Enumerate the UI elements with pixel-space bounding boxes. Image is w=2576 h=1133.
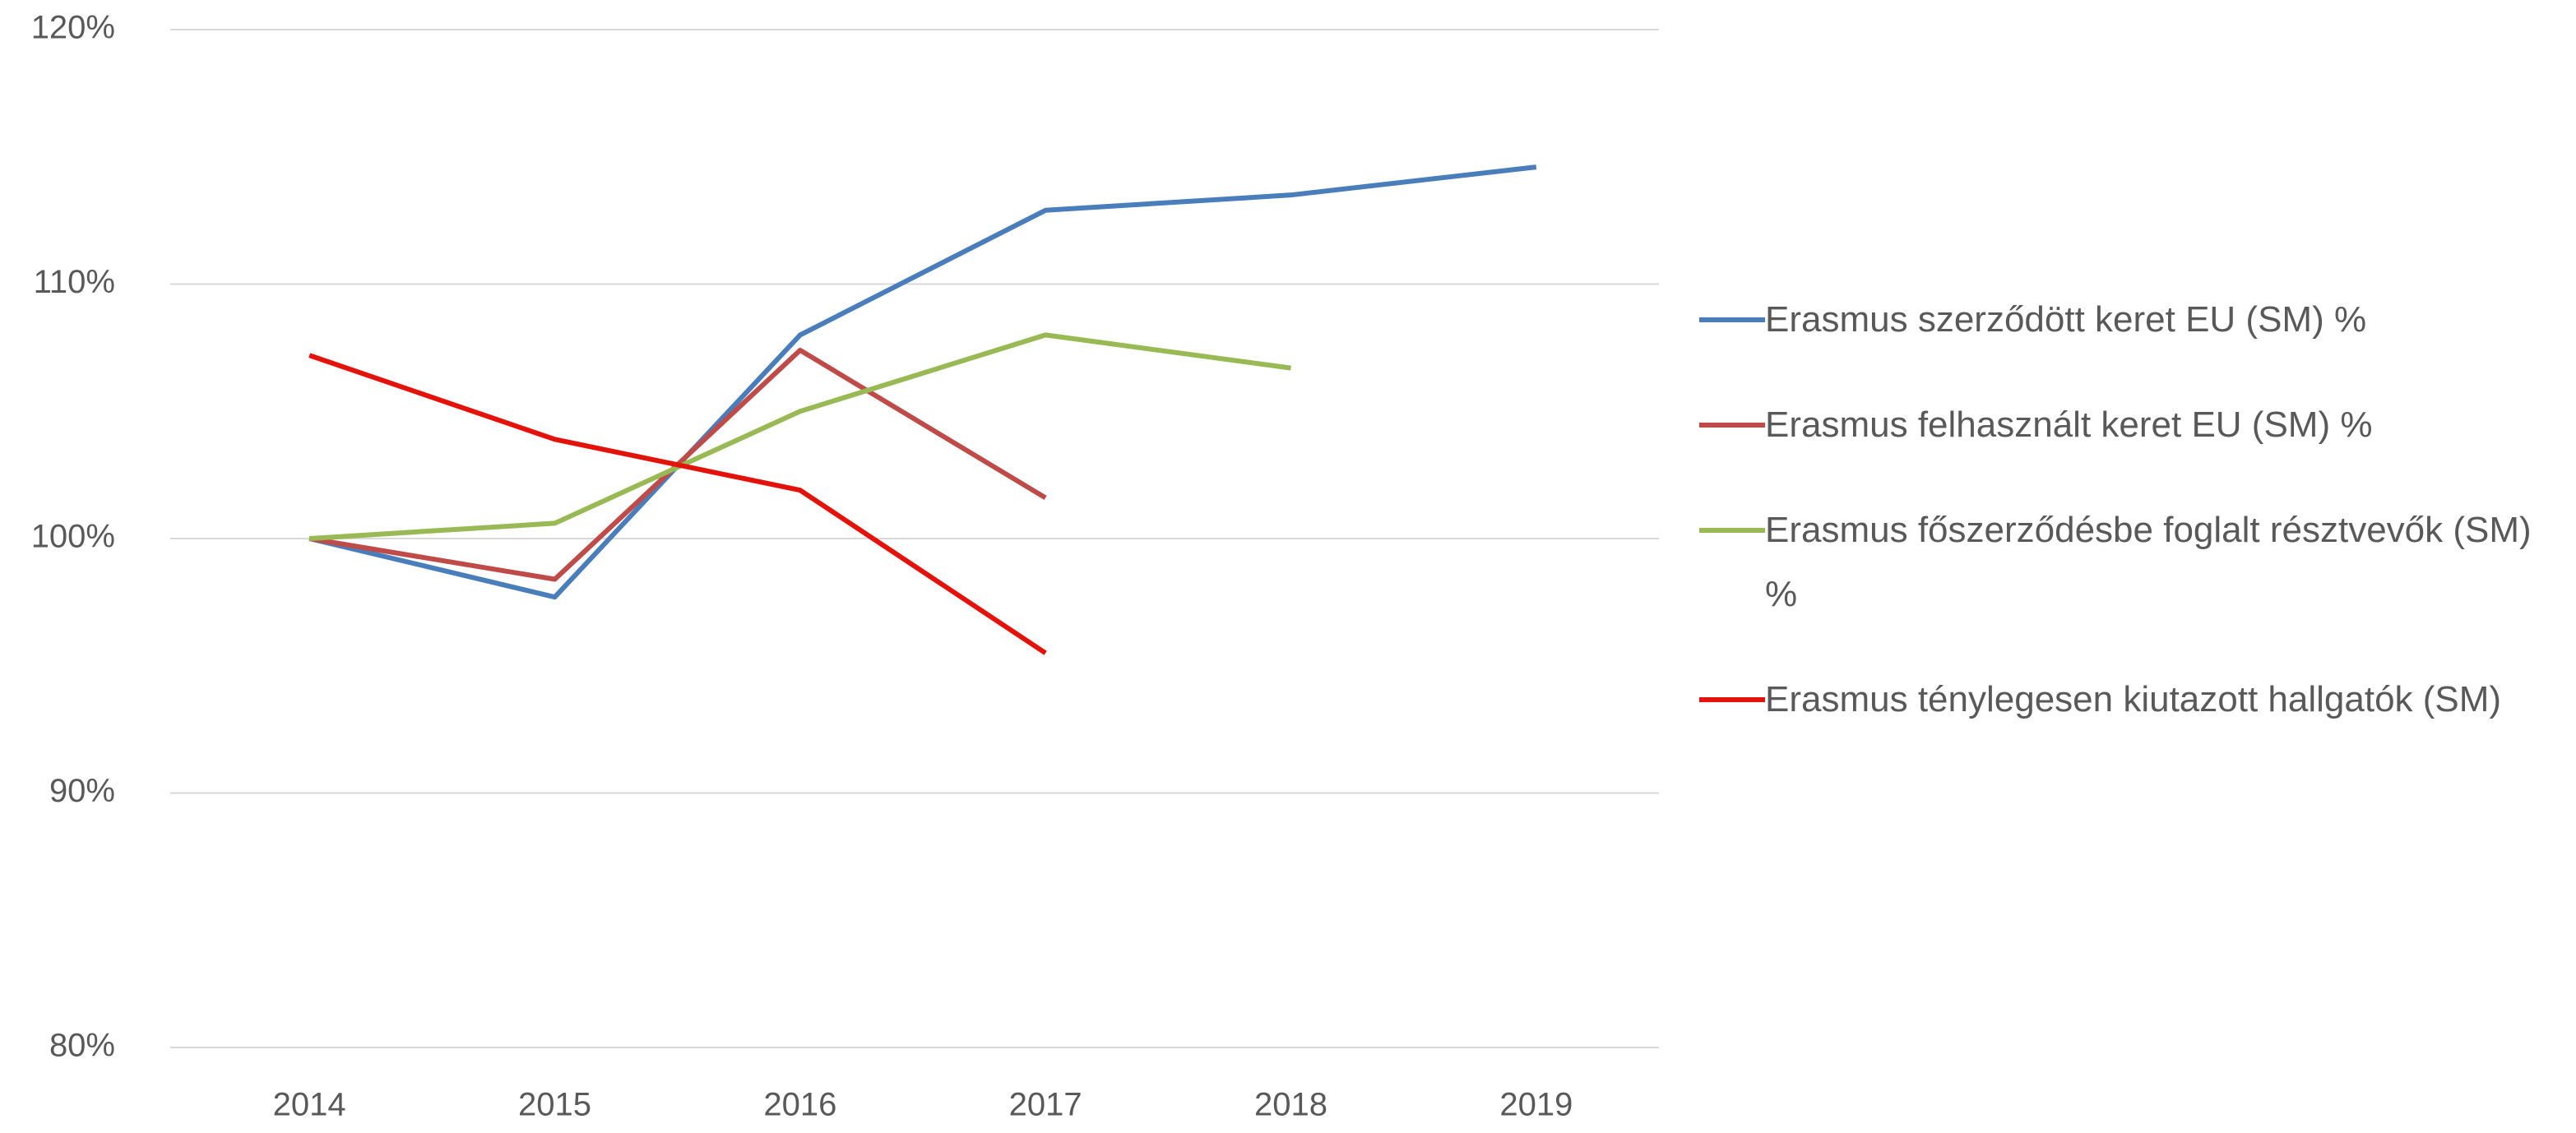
x-tick-label: 2018 — [1254, 1087, 1327, 1123]
legend-item: Erasmus ténylegesen kiutazott hallgatók … — [1699, 668, 2571, 732]
legend-item: Erasmus főszerződésbe foglalt résztvevők… — [1699, 498, 2571, 627]
x-tick-label: 2019 — [1499, 1087, 1573, 1123]
y-tick-label: 100% — [31, 519, 115, 555]
y-tick-label: 110% — [34, 264, 115, 300]
legend-swatch — [1699, 423, 1765, 428]
legend-label: Erasmus felhasznált keret EU (SM) % — [1765, 405, 2373, 445]
y-tick-label: 80% — [49, 1028, 115, 1064]
x-tick-label: 2014 — [273, 1087, 346, 1123]
series-line — [308, 164, 1537, 600]
legend-item: Erasmus felhasznált keret EU (SM) % — [1699, 393, 2571, 457]
series-line — [308, 332, 1291, 541]
legend-label: Erasmus szerződött keret EU (SM) % — [1765, 299, 2367, 340]
legend-swatch — [1699, 697, 1765, 702]
x-tick-label: 2017 — [1009, 1087, 1082, 1123]
y-tick-label: 90% — [49, 773, 115, 809]
legend-swatch — [1699, 317, 1765, 322]
series-line — [308, 353, 1047, 655]
y-tick-label: 120% — [31, 10, 115, 46]
legend-swatch — [1699, 528, 1765, 533]
x-tick-label: 2016 — [763, 1087, 836, 1123]
legend-item: Erasmus szerződött keret EU (SM) % — [1699, 288, 2571, 352]
legend-label: Erasmus főszerződésbe foglalt résztvevők… — [1765, 510, 2532, 614]
legend: Erasmus szerződött keret EU (SM) % Erasmu… — [1699, 288, 2571, 773]
x-tick-label: 2015 — [518, 1087, 591, 1123]
legend-label: Erasmus ténylegesen kiutazott hallgatók … — [1765, 679, 2502, 719]
